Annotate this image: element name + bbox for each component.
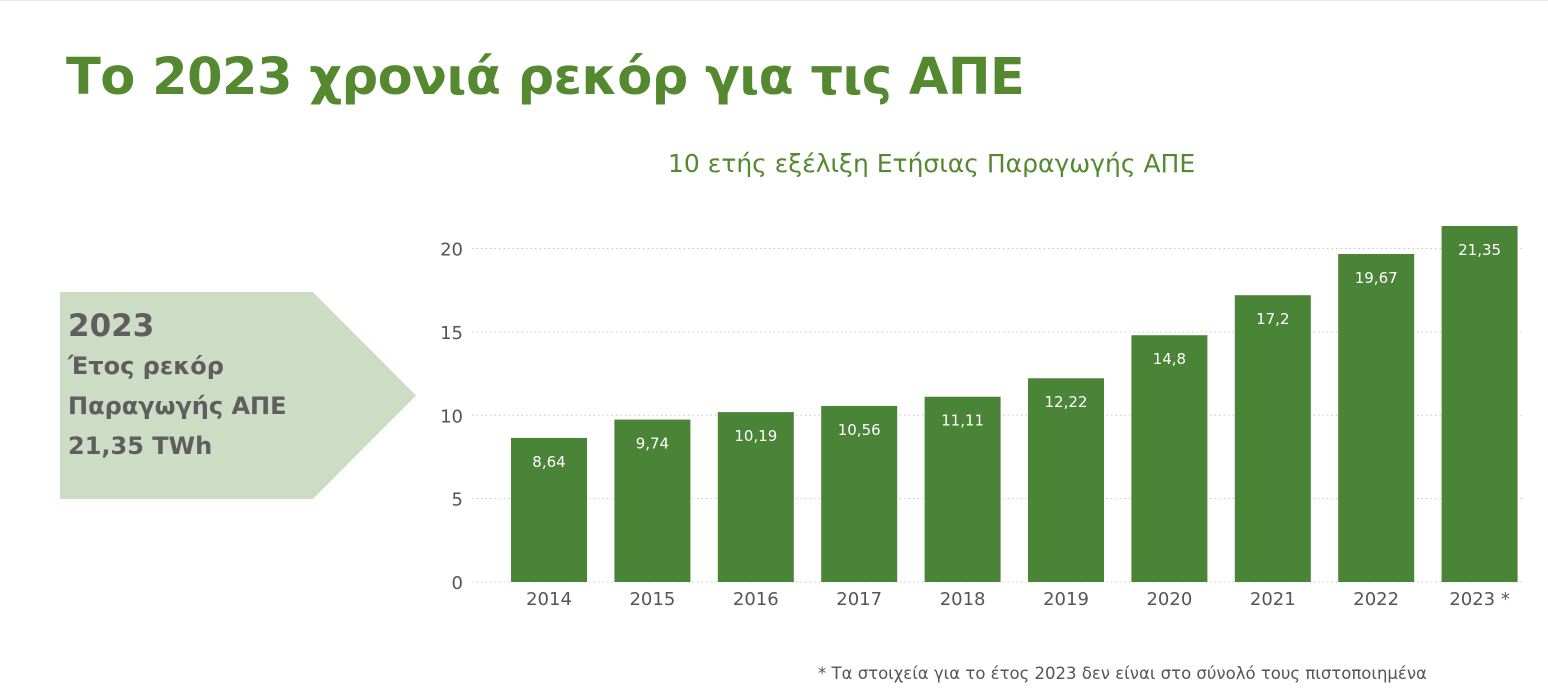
data-label: 9,74 — [636, 435, 669, 453]
data-label: 19,67 — [1355, 269, 1398, 287]
callout-arrow-shape — [60, 292, 416, 499]
x-tick-label: 2015 — [629, 589, 675, 610]
x-tick-label: 2023 * — [1449, 589, 1510, 610]
data-label: 10,56 — [838, 421, 881, 439]
bar — [1131, 335, 1208, 582]
bar — [1028, 378, 1104, 582]
y-tick-label: 10 — [440, 406, 463, 427]
x-tick-label: 2020 — [1146, 589, 1192, 610]
bar — [1441, 226, 1518, 582]
y-tick-label: 15 — [440, 323, 463, 344]
bar — [924, 396, 1001, 582]
data-label: 11,11 — [941, 412, 984, 430]
x-tick-label: 2014 — [526, 589, 572, 610]
page-title: Το 2023 χρονιά ρεκόρ για τις ΑΠΕ — [66, 48, 1025, 107]
top-divider — [0, 0, 1548, 1]
data-label: 10,19 — [734, 427, 777, 445]
bar — [1338, 254, 1415, 582]
data-label: 8,64 — [532, 453, 565, 471]
bar — [511, 437, 587, 582]
callout-value: 21,35 TWh — [68, 432, 213, 460]
chart-title: 10 ετής εξέλιξη Ετήσιας Παραγωγής ΑΠΕ — [668, 149, 1196, 178]
bar — [614, 419, 691, 582]
callout-text: 2023 Έτος ρεκόρ Παραγωγής ΑΠΕ 21,35 TWh — [68, 306, 287, 466]
data-label: 14,8 — [1153, 350, 1186, 368]
x-tick-label: 2019 — [1043, 589, 1089, 610]
callout-line-2: Παραγωγής ΑΠΕ — [68, 392, 287, 420]
data-label: 17,2 — [1256, 310, 1289, 328]
data-label: 12,22 — [1045, 393, 1088, 411]
callout-year: 2023 — [68, 308, 155, 344]
record-callout: 2023 Έτος ρεκόρ Παραγωγής ΑΠΕ 21,35 TWh — [60, 292, 416, 499]
y-tick-label: 20 — [440, 240, 463, 261]
data-label: 21,35 — [1458, 241, 1501, 259]
bar — [821, 405, 898, 582]
y-tick-label: 0 — [452, 573, 463, 594]
x-tick-label: 2018 — [940, 589, 986, 610]
bar — [1234, 295, 1311, 582]
bar — [717, 412, 794, 582]
x-tick-label: 2017 — [836, 589, 882, 610]
footnote: * Τα στοιχεία για το έτος 2023 δεν είναι… — [818, 664, 1427, 683]
callout-line-1: Έτος ρεκόρ — [68, 352, 224, 380]
y-tick-label: 5 — [452, 490, 463, 511]
x-tick-label: 2022 — [1353, 589, 1399, 610]
x-tick-label: 2016 — [733, 589, 779, 610]
x-tick-label: 2021 — [1250, 589, 1296, 610]
